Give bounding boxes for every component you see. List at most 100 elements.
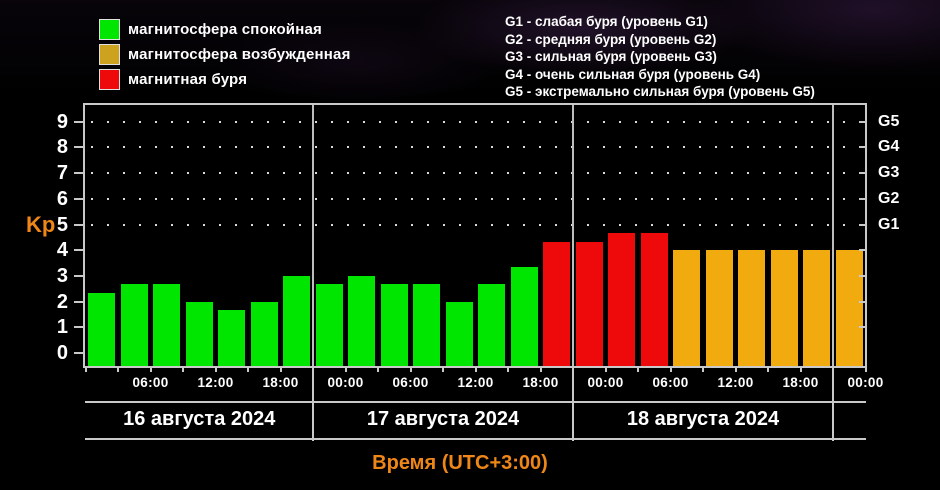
kp-bar — [673, 250, 701, 366]
left-axis-tick — [74, 249, 83, 252]
date-band-separator — [572, 366, 574, 441]
g-level-label: G3 — [878, 164, 900, 182]
glossary-line-g1: G1 - слабая буря (уровень G1) — [505, 14, 708, 29]
left-axis-tick — [74, 300, 83, 303]
time-tick-label: 12:00 — [717, 375, 754, 390]
plot-area — [74, 105, 865, 366]
date-labels: 16 августа 2024 17 августа 2024 18 августа… — [85, 408, 866, 430]
excited-color-swatch — [99, 44, 120, 65]
time-tick-label: 00:00 — [587, 375, 624, 390]
kp-bar — [185, 301, 213, 366]
kp-bar — [348, 275, 376, 366]
kp-bar — [120, 284, 148, 366]
kp-bar — [705, 250, 733, 366]
x-axis-title: Время (UTC+3:00) — [372, 452, 548, 474]
left-axis-tick — [74, 223, 83, 226]
x-axis-tick — [409, 367, 412, 372]
g-level-label: G2 — [878, 189, 900, 207]
x-axis-tick — [734, 367, 737, 372]
right-axis-tick — [859, 120, 865, 123]
right-axis-tick — [859, 223, 865, 226]
date-band-top-line — [85, 401, 866, 403]
x-axis-tick — [182, 367, 184, 372]
legend-item-excited: магнитосфера возбужденная — [99, 44, 351, 65]
y-axis-label: 3 — [56, 264, 68, 287]
legend-label: магнитная буря — [128, 71, 248, 88]
y-axis-label: 0 — [56, 342, 68, 364]
y-axis-label: 7 — [56, 162, 68, 185]
legend: магнитосфера спокойная магнитосфера возб… — [99, 19, 351, 94]
glossary-line-g4: G4 - очень сильная буря (уровень G4) — [505, 66, 761, 82]
kp-bar — [413, 284, 441, 366]
kp-bar — [510, 267, 538, 366]
x-axis-tick — [767, 367, 769, 372]
kp-bar — [835, 250, 863, 366]
x-axis-tick — [799, 367, 802, 372]
storm-color-swatch — [99, 69, 120, 90]
legend-item-storm: магнитная буря — [99, 69, 351, 90]
kp-bar — [575, 241, 603, 366]
kp-bar — [380, 284, 408, 366]
dotted-gridline — [91, 120, 861, 123]
quiet-color-swatch — [99, 19, 120, 40]
x-axis-tick — [84, 367, 87, 372]
right-axis-tick — [859, 326, 865, 329]
right-axis-tick — [859, 274, 865, 277]
glossary-line-g3: G3 - сильная буря (уровень G3) — [505, 49, 717, 64]
kp-bar — [250, 301, 278, 366]
y-axis-label: 6 — [56, 187, 68, 210]
dotted-gridline — [91, 146, 861, 149]
kp-bar — [640, 232, 668, 366]
x-axis-tick — [442, 367, 444, 372]
day-separator-line — [312, 105, 314, 366]
right-axis-tick — [859, 146, 865, 149]
x-axis-tick — [864, 367, 867, 372]
g-level-label: G1 — [878, 215, 900, 233]
time-tick-label: 06:00 — [132, 375, 169, 390]
left-axis-tick — [74, 326, 83, 329]
dotted-gridline — [91, 223, 861, 226]
left-axis-tick — [74, 172, 83, 175]
date-label: 18 августа 2024 — [626, 408, 780, 430]
kp-bar — [315, 284, 343, 366]
y-axis-label: 8 — [56, 136, 68, 159]
date-label: 16 августа 2024 — [123, 408, 276, 430]
x-axis-tick — [279, 367, 282, 372]
date-band-separator — [832, 366, 834, 441]
x-axis-tick — [507, 367, 509, 372]
time-tick-label: 00:00 — [847, 375, 884, 390]
time-tick-label: 12:00 — [457, 375, 494, 390]
kp-bar — [608, 232, 636, 366]
x-axis-minor-ticks — [84, 367, 867, 373]
kp-bar — [283, 275, 311, 366]
left-axis-tick — [74, 120, 83, 123]
date-band-separator — [312, 366, 314, 441]
left-axis-tick — [74, 146, 83, 149]
time-tick-label: 12:00 — [197, 375, 234, 390]
x-axis-tick — [669, 367, 672, 372]
x-axis-tick — [117, 367, 119, 372]
kp-bar — [218, 310, 246, 366]
x-axis-tick — [702, 367, 704, 372]
legend-label: магнитосфера возбужденная — [128, 46, 351, 63]
x-axis-tick — [344, 367, 347, 372]
time-tick-label: 00:00 — [327, 375, 364, 390]
y-axis-title: Kp — [26, 212, 56, 237]
x-axis-tick — [247, 367, 249, 372]
time-tick-labels: 06:00 12:00 18:00 00:00 06:00 12:00 18:00 00:00… — [85, 375, 883, 391]
kp-bar — [543, 241, 571, 366]
right-axis-tick — [859, 300, 865, 303]
left-axis-tick — [74, 197, 83, 200]
dotted-gridline — [91, 197, 861, 200]
legend-label: магнитосфера спокойная — [128, 21, 322, 38]
time-tick-label: 06:00 — [392, 375, 429, 390]
legend-item-quiet: магнитосфера спокойная — [99, 19, 351, 40]
glossary-line-g5: G5 - экстремально сильная буря (уровень … — [505, 84, 815, 99]
kp-bar — [770, 250, 798, 366]
kp-bar — [478, 284, 506, 366]
dotted-gridline — [91, 172, 861, 175]
time-tick-label: 18:00 — [522, 375, 559, 390]
time-tick-label: 06:00 — [652, 375, 689, 390]
